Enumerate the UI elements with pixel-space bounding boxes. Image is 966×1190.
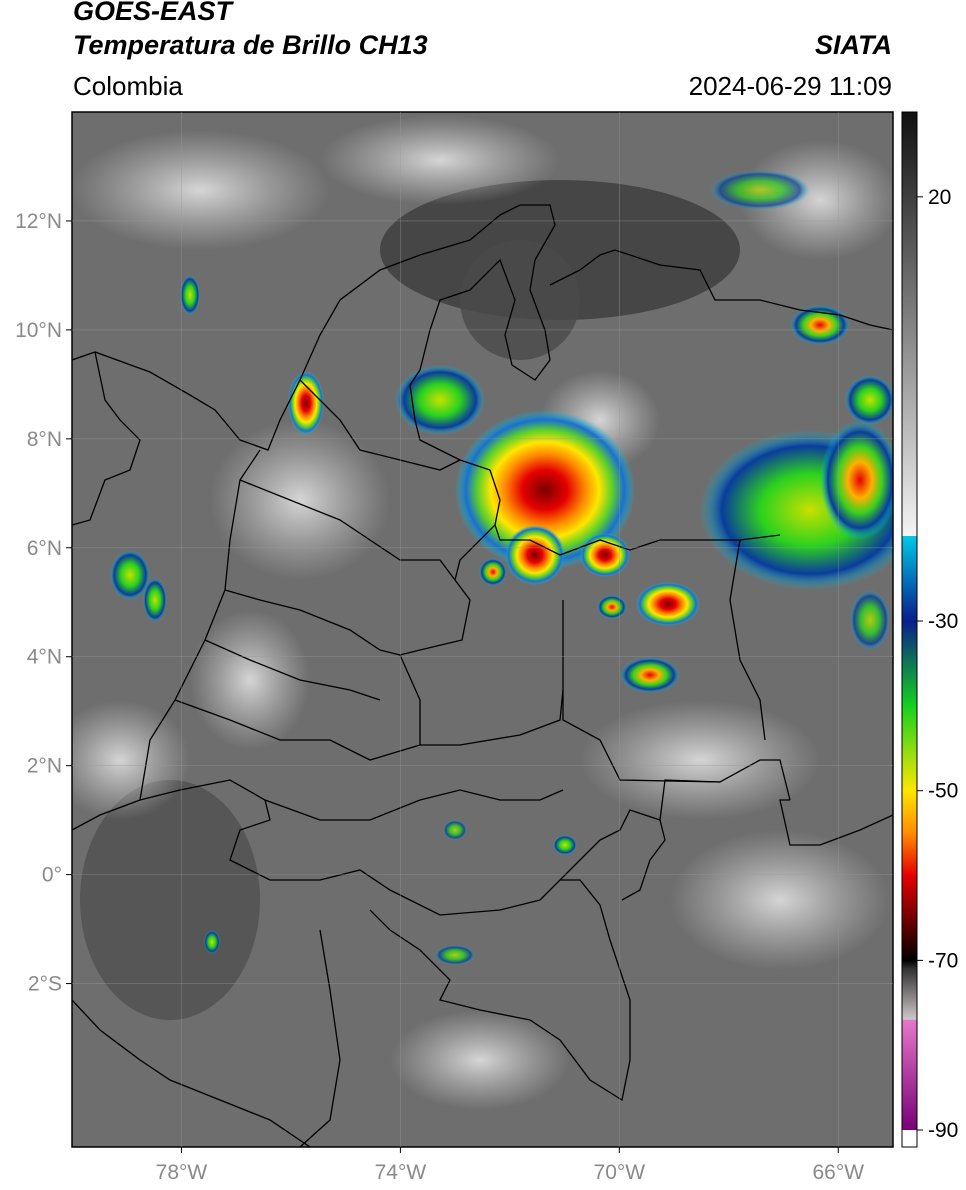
satellite-imagery (72, 112, 893, 1147)
gridlines (72, 112, 893, 1147)
timestamp: 2024-06-29 11:09 (688, 71, 892, 101)
lon-ticks: 78°W 74°W 70°W 66°W (156, 1147, 864, 1184)
lat-tick-label: 6°N (27, 537, 62, 560)
storm-meta (636, 582, 700, 626)
lon-tick-label: 78°W (156, 1161, 208, 1184)
lon-tick-label: 70°W (594, 1161, 646, 1184)
lat-tick-label: 2°N (27, 755, 62, 778)
colorbar-frame (901, 111, 918, 1148)
lat-tick-label: 12°N (15, 210, 62, 233)
region-label: Colombia (73, 71, 183, 101)
lat-tick-label: 8°N (27, 428, 62, 451)
colorbar-tick-label: -70 (928, 949, 958, 972)
colorbar-tick-label: -50 (928, 780, 958, 803)
lon-tick-label: 66°W (812, 1161, 864, 1184)
title-satellite: GOES-EAST (73, 0, 233, 26)
map-frame (71, 111, 894, 1148)
colorbar-gradient (902, 112, 917, 1147)
colorbar-tick-label: -90 (928, 1119, 958, 1142)
lon-tick-label: 74°W (375, 1161, 427, 1184)
title-product: Temperatura de Brillo CH13 (73, 30, 428, 60)
org-label: SIATA (815, 30, 892, 60)
lat-tick-label: 0° (42, 864, 62, 887)
borders (72, 204, 893, 1147)
lat-tick-label: 10°N (15, 319, 62, 342)
storm-cordoba (288, 371, 324, 435)
lat-tick-label: 2°S (28, 973, 62, 996)
lat-tick-label: 4°N (27, 646, 62, 669)
colorbar: 20 -30 -50 -70 -90 (901, 111, 958, 1148)
colorbar-tick-label: -30 (928, 610, 958, 633)
lat-ticks: 12°N 10°N 8°N 6°N 4°N 2°N 0° 2°S (15, 210, 72, 996)
colorbar-tick-label: 20 (928, 186, 951, 209)
storm-catatumbo (455, 410, 635, 570)
